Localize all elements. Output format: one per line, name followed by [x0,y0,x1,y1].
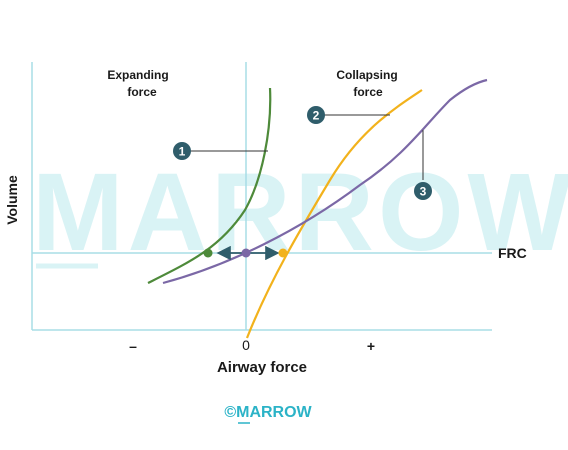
badge-1-number: 1 [179,145,186,159]
expanding-label-line2: force [127,85,157,99]
curve-1-expanding [147,87,272,284]
copyright-text: ©MARROW [224,404,312,421]
green-point [203,248,213,258]
x-tick-zero: 0 [242,337,250,353]
frc-label: FRC [498,245,527,261]
badge-2: 2 [307,106,325,124]
collapsing-label-line2: force [353,85,383,99]
x-tick-plus: + [367,338,375,354]
badge-1: 1 [173,142,191,160]
watermark: MARROW [32,151,568,274]
x-axis-label: Airway force [217,359,307,376]
yellow-point [278,248,288,258]
purple-point [241,248,251,258]
expanding-label-line1: Expanding [107,68,168,82]
y-axis-label: Volume [4,175,20,225]
x-tick-minus: – [129,338,137,354]
collapsing-label-line1: Collapsing [336,68,397,82]
badge-3-number: 3 [420,185,427,199]
badge-3: 3 [414,182,432,200]
badge-2-number: 2 [313,109,320,123]
curve-2-collapsing [245,89,423,339]
